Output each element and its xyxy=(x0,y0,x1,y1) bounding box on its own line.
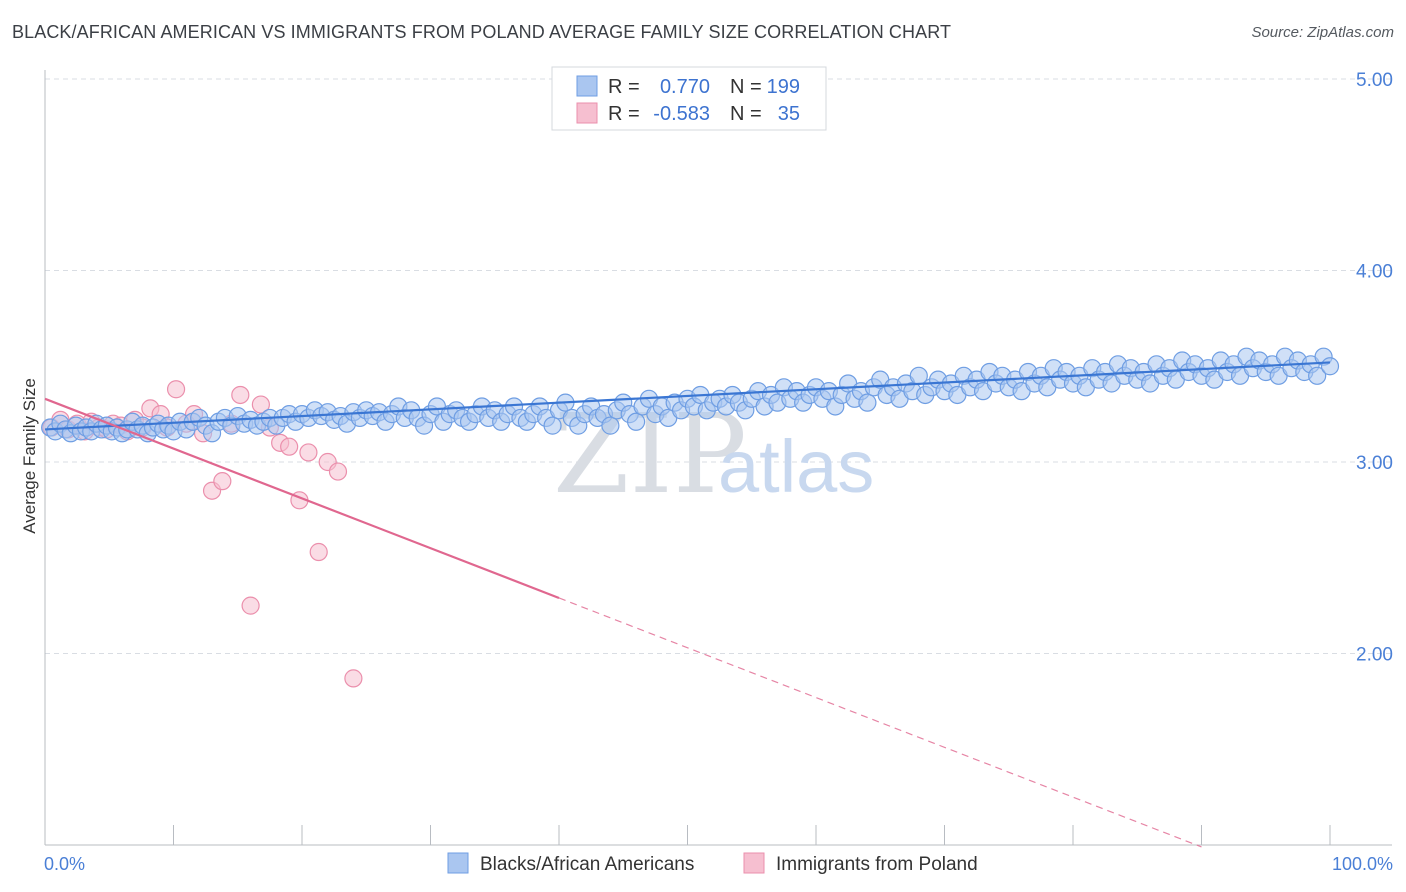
legend-swatch-pink xyxy=(743,852,765,874)
stats-n-value-2: 35 xyxy=(778,103,800,125)
poland-point-33 xyxy=(328,462,348,481)
y-tick-label-1: 3.00 xyxy=(1356,453,1393,474)
black-point-96 xyxy=(626,412,646,431)
watermark-atlas: atlas xyxy=(718,425,874,508)
y-tick-label-0: 2.00 xyxy=(1356,645,1393,666)
trend-line-poland xyxy=(44,397,560,599)
stats-n-label-2: N = xyxy=(730,103,762,125)
trend-line-poland-extension xyxy=(558,597,1202,848)
poland-point-24 xyxy=(241,596,260,615)
stats-box: R = 0.770 N = 199 R = -0.583 N = 35 xyxy=(551,66,827,131)
stats-r-label-1: R = xyxy=(608,76,640,98)
chart-title: BLACK/AFRICAN AMERICAN VS IMMIGRANTS FRO… xyxy=(12,22,952,42)
stats-swatch-blue xyxy=(576,75,598,97)
x-tick-label-1: 100.0% xyxy=(1332,854,1393,874)
legend: Blacks/African Americans Immigrants from… xyxy=(447,852,978,875)
poland-point-25 xyxy=(251,395,270,414)
poland-point-21 xyxy=(213,472,232,491)
black-point-83 xyxy=(543,416,562,435)
trend-line-blacks xyxy=(44,361,1331,431)
stats-n-label-1: N = xyxy=(730,76,762,98)
poland-point-16 xyxy=(166,380,186,399)
stats-r-value-1: 0.770 xyxy=(660,76,710,98)
trend-lines xyxy=(44,361,1331,848)
legend-swatch-blue xyxy=(447,852,469,874)
black-point-92 xyxy=(601,416,620,435)
poland-point-34 xyxy=(344,669,363,688)
black-point-204 xyxy=(1320,357,1340,376)
poland-point-30 xyxy=(299,443,318,462)
stats-r-label-2: R = xyxy=(608,103,640,125)
stats-n-value-1: 199 xyxy=(767,76,800,98)
poland-point-31 xyxy=(309,542,328,562)
stats-r-value-2: -0.583 xyxy=(653,103,710,125)
poland-point-23 xyxy=(231,385,250,405)
axes xyxy=(44,70,1392,846)
black-point-132 xyxy=(858,393,877,412)
y-tick-label-3: 5.00 xyxy=(1356,70,1393,91)
y-axis-label: Average Family Size xyxy=(20,378,39,534)
legend-label-poland: Immigrants from Poland xyxy=(776,854,978,875)
x-tick-labels: 0.0% 100.0% xyxy=(44,854,1393,874)
x-tick-label-0: 0.0% xyxy=(44,854,85,874)
y-tick-labels: 2.00 3.00 4.00 5.00 xyxy=(1356,70,1393,666)
poland-point-28 xyxy=(280,437,299,456)
stats-swatch-pink xyxy=(576,102,598,124)
black-point-202 xyxy=(1308,366,1327,385)
legend-label-blacks: Blacks/African Americans xyxy=(480,854,694,875)
source-credit: Source: ZipAtlas.com xyxy=(1251,24,1394,41)
y-tick-label-2: 4.00 xyxy=(1356,262,1393,283)
